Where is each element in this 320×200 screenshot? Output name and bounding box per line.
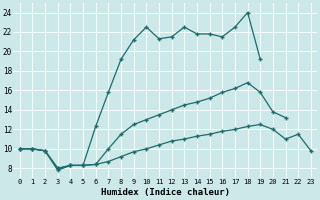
X-axis label: Humidex (Indice chaleur): Humidex (Indice chaleur) [101,188,230,197]
